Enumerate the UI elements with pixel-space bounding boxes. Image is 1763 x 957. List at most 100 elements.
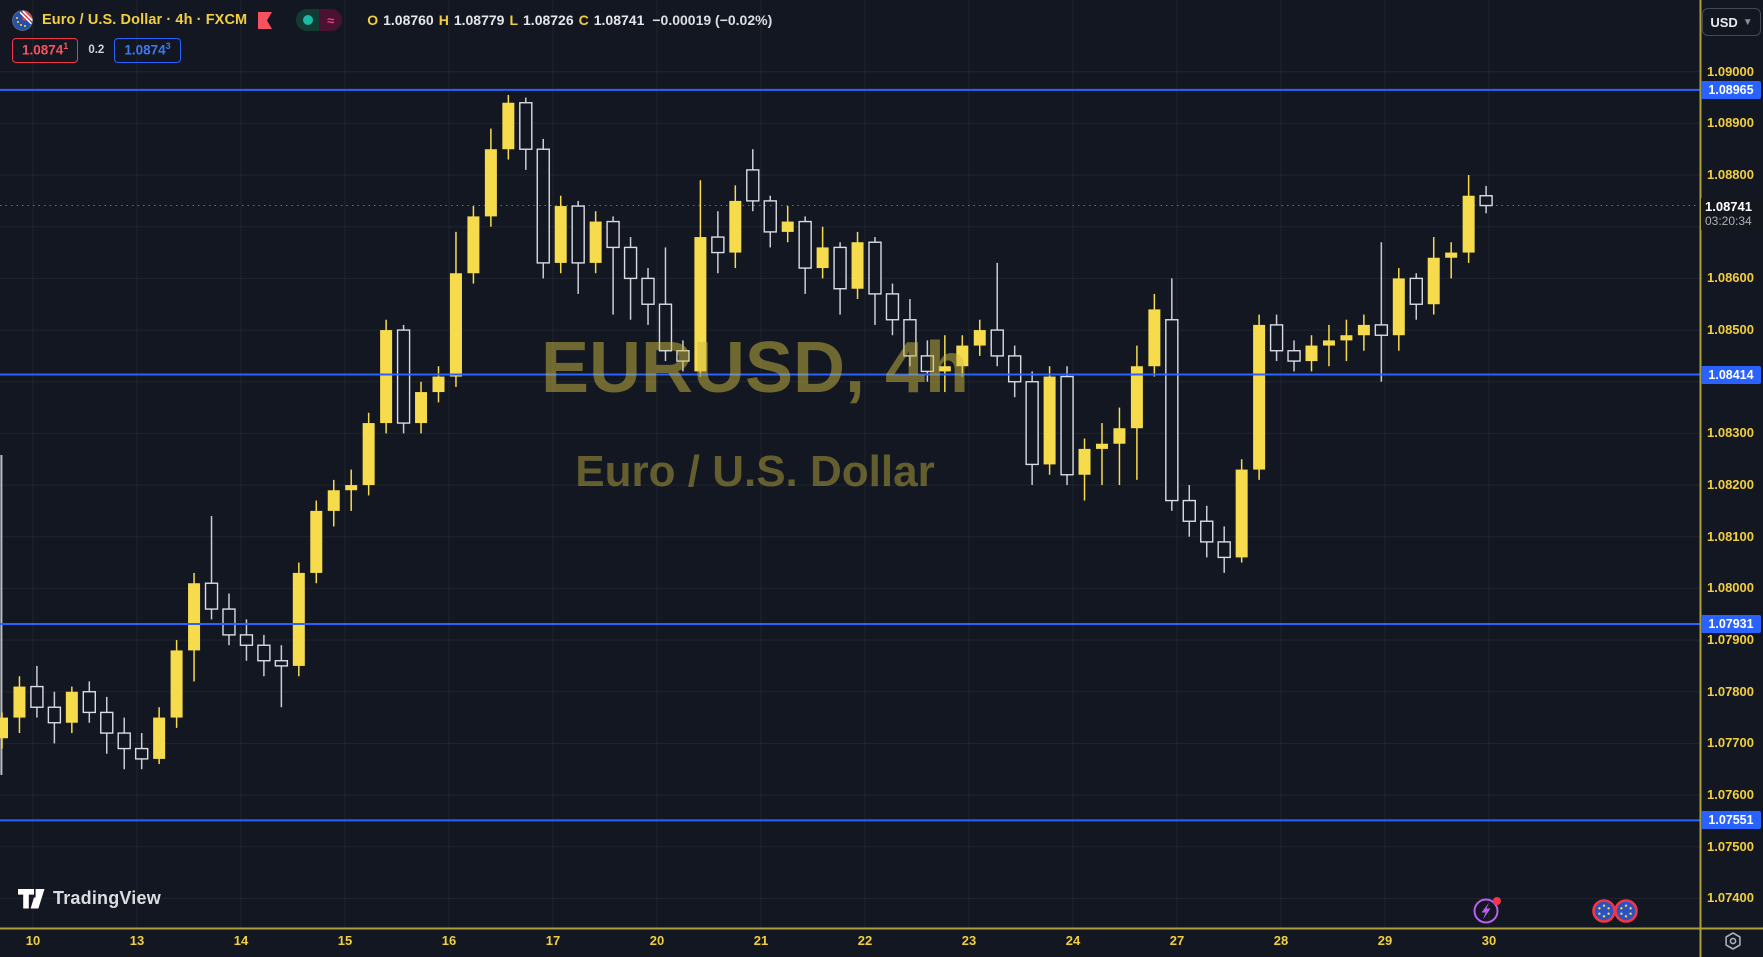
tradingview-logo[interactable]: TradingView [18,888,161,909]
candle [1445,252,1458,258]
tradingview-logo-text: TradingView [53,888,161,908]
candle [711,236,725,254]
time-tick-label: 21 [753,933,769,948]
ask-button[interactable]: 1.08743 [114,38,181,63]
candle [170,650,183,718]
candle [606,220,620,249]
close-label: C [578,12,589,28]
candle [415,392,428,424]
time-tick-label: 30 [1481,933,1497,948]
candle [1182,499,1196,522]
approx-icon: ≈ [319,9,343,31]
level-price-label: 1.08965 [1701,80,1761,99]
level-price-label: 1.07551 [1701,811,1761,830]
currency-selector-button[interactable]: USD ▼ [1702,8,1761,36]
close-value: 1.08741 [593,12,645,28]
flag-bookmark-icon[interactable] [258,11,273,29]
candle [153,717,166,759]
candle [1305,345,1318,362]
price-tick-label: 1.07700 [1707,735,1754,751]
candle [1007,355,1022,383]
price-tick-label: 1.08600 [1707,270,1754,286]
candle [781,221,794,232]
candle [13,686,26,718]
candle [1253,324,1266,470]
candle [380,330,393,424]
candle [432,376,445,393]
high-value: 1.08779 [453,12,505,28]
bar-countdown: 03:20:34 [1705,213,1752,228]
candle [484,149,497,217]
candle [1113,428,1126,444]
price-tick-label: 1.07400 [1707,890,1754,906]
time-tick-label: 16 [441,933,457,948]
symbol-legend: Euro / U.S. Dollar · 4h · FXCM ≈ O 1.0876… [12,9,772,31]
last-price-label: 1.08741 03:20:34 [1701,196,1763,231]
price-tick-label: 1.07500 [1707,838,1754,854]
candle [990,329,1004,357]
candle [345,485,358,491]
candle [65,691,78,723]
candle [571,205,585,264]
candle [82,691,97,714]
price-tick-label: 1.08100 [1707,528,1754,544]
open-value: 1.08760 [383,12,434,28]
candle [292,572,305,666]
candle [816,247,829,269]
candle [694,237,707,372]
low-label: L [509,12,519,28]
price-tick-label: 1.08000 [1707,580,1754,596]
time-tick-label: 27 [1169,933,1185,948]
candle [920,355,935,373]
time-tick-label: 24 [1065,933,1081,948]
ideas-lightning-icon[interactable] [1470,894,1504,928]
currency-label: USD [1710,14,1738,30]
time-tick-label: 17 [545,933,561,948]
symbol-title[interactable]: Euro / U.S. Dollar · 4h · FXCM [42,12,248,28]
event-eur-icon-2 [1614,899,1638,923]
candle [623,246,638,280]
candle [1462,195,1475,253]
price-tick-label: 1.08200 [1707,477,1754,493]
candle [868,241,882,295]
candle [1479,195,1493,207]
candle [1148,309,1161,367]
candle [1217,541,1231,559]
candle [1392,278,1405,336]
candle [658,303,673,352]
change-value: −0.00019 (−0.02%) [652,12,773,28]
candle [100,711,114,734]
candle [204,582,219,610]
candle [1165,319,1179,502]
candle [885,293,900,321]
level-price-label: 1.07931 [1701,615,1761,634]
bid-button[interactable]: 1.08741 [12,38,79,63]
watermark-name: Euro / U.S. Dollar [575,447,935,496]
candle [239,634,254,646]
market-open-dot-icon [296,9,320,31]
candle [274,660,289,667]
candle [1078,448,1091,475]
market-status-toggle[interactable]: ≈ [296,9,343,31]
time-tick-label: 23 [961,933,977,948]
candle [833,246,847,290]
candle [1025,381,1039,466]
candle [327,490,340,511]
candle [467,216,480,274]
candle [536,148,550,264]
price-tick-label: 1.08800 [1707,167,1754,183]
economic-events-eur-icons[interactable] [1590,897,1642,925]
candle [729,200,742,253]
candle [956,345,969,367]
candle [938,366,951,372]
ask-sup-digit: 3 [165,41,171,51]
candle [746,169,760,202]
tradingview-mark-icon [18,888,45,908]
candle [1043,376,1056,465]
timezone-settings-gear-icon[interactable] [1723,931,1743,951]
time-tick-label: 22 [857,933,873,948]
price-tick-label: 1.08500 [1707,322,1754,338]
grid-lines [0,0,1700,928]
